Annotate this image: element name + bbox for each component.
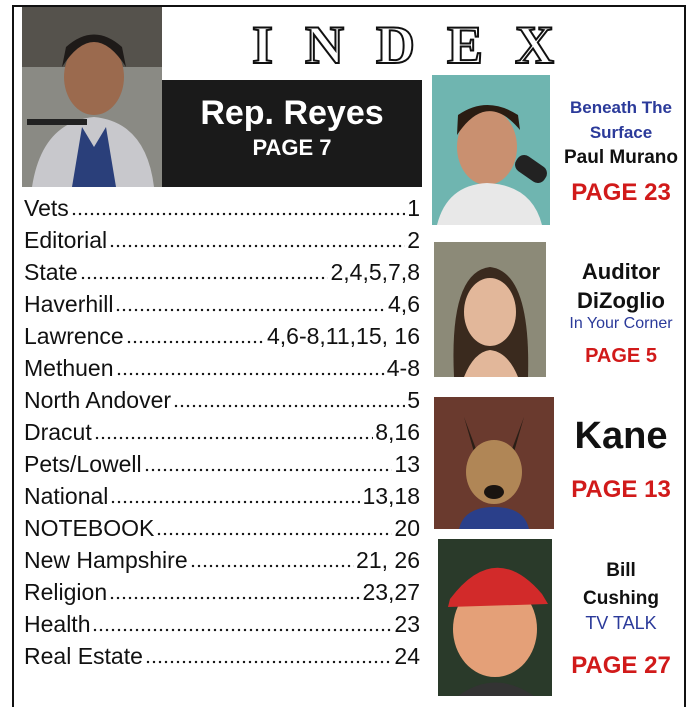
section-pages: 2 — [407, 227, 420, 254]
section-pages: 23 — [394, 611, 420, 638]
section-name: National — [24, 483, 108, 510]
sidebar-page: PAGE 13 — [554, 476, 688, 504]
index-row: Editorial 2 — [24, 227, 420, 259]
page: INDEX Rep. Reyes PAGE 7 Vets 1 Editorial 2 S… — [0, 0, 696, 705]
section-name: North Andover — [24, 387, 171, 414]
sidebar-kicker: In Your Corner — [554, 315, 688, 333]
section-name: State — [24, 259, 78, 286]
section-pages: 13 — [394, 451, 420, 478]
section-name: Pets/Lowell — [24, 451, 142, 478]
photo-dizoglio — [434, 242, 546, 377]
dot-leader — [109, 244, 405, 248]
sidebar-name: Kane — [554, 415, 688, 458]
section-pages: 20 — [394, 515, 420, 542]
section-pages: 4,6 — [388, 291, 420, 318]
section-pages: 8,16 — [375, 419, 420, 446]
index-row: National 13,18 — [24, 483, 420, 515]
sidebar-page: PAGE 27 — [554, 652, 688, 680]
dot-leader — [144, 468, 393, 472]
dot-leader — [92, 628, 392, 632]
sidebar-caption: Beneath The Surface Paul Murano PAGE 23 — [554, 95, 688, 207]
dot-leader — [190, 564, 354, 568]
sidebar-name: Bill Cushing — [554, 557, 688, 613]
dot-leader — [145, 660, 393, 664]
index-row: State 2,4,5,7,8 — [24, 259, 420, 291]
index-row: Vets 1 — [24, 195, 420, 227]
section-name: New Hampshire — [24, 547, 188, 574]
index-row: North Andover 5 — [24, 387, 420, 419]
index-row: Lawrence 4,6-8,11,15, 16 — [24, 323, 420, 355]
section-name: Real Estate — [24, 643, 143, 670]
index-row: Pets/Lowell 13 — [24, 451, 420, 483]
dot-leader — [126, 340, 265, 344]
section-pages: 13,18 — [362, 483, 420, 510]
photo-kane — [434, 397, 554, 529]
section-name: Dracut — [24, 419, 92, 446]
sidebar-caption: Kane PAGE 13 — [554, 415, 688, 504]
dot-leader — [94, 436, 373, 440]
section-pages: 23,27 — [362, 579, 420, 606]
index-row: New Hampshire 21, 26 — [24, 547, 420, 579]
index-row: NOTEBOOK 20 — [24, 515, 420, 547]
index-row: Religion 23,27 — [24, 579, 420, 611]
sidebar-name: Paul Murano — [554, 145, 688, 171]
section-pages: 4-8 — [387, 355, 420, 382]
section-pages: 1 — [407, 195, 420, 222]
sidebar-kicker: TV TALK — [554, 613, 688, 634]
section-pages: 5 — [407, 387, 420, 414]
dot-leader — [109, 596, 360, 600]
dot-leader — [156, 532, 392, 536]
section-name: Vets — [24, 195, 69, 222]
sidebar-page: PAGE 5 — [554, 345, 688, 368]
index-list: Vets 1 Editorial 2 State 2,4,5,7,8 Haverhill 4,… — [24, 195, 420, 675]
section-name: NOTEBOOK — [24, 515, 154, 542]
sidebar-caption: Bill Cushing TV TALK PAGE 27 — [554, 557, 688, 680]
sidebar-name: Auditor DiZoglio — [554, 257, 688, 315]
photo-murano — [432, 75, 550, 225]
section-name: Religion — [24, 579, 107, 606]
index-row: Haverhill 4,6 — [24, 291, 420, 323]
index-row: Real Estate 24 — [24, 643, 420, 675]
section-name: Editorial — [24, 227, 107, 254]
dot-leader — [80, 276, 329, 280]
feature-box: Rep. Reyes PAGE 7 — [162, 80, 422, 187]
section-pages: 21, 26 — [356, 547, 420, 574]
index-row: Health 23 — [24, 611, 420, 643]
dot-leader — [115, 308, 386, 312]
section-pages: 24 — [394, 643, 420, 670]
photo-cushing — [438, 539, 552, 696]
photo-reyes — [22, 7, 162, 187]
dot-leader — [173, 404, 405, 408]
section-pages: 2,4,5,7,8 — [330, 259, 420, 286]
dot-leader — [110, 500, 360, 504]
section-name: Methuen — [24, 355, 114, 382]
dot-leader — [116, 372, 385, 376]
sidebar-page: PAGE 23 — [554, 179, 688, 207]
feature-page: PAGE 7 — [162, 135, 422, 161]
feature-name: Rep. Reyes — [162, 94, 422, 133]
index-box: INDEX Rep. Reyes PAGE 7 Vets 1 Editorial 2 S… — [12, 5, 686, 707]
section-name: Lawrence — [24, 323, 124, 350]
index-row: Methuen 4-8 — [24, 355, 420, 387]
section-name: Health — [24, 611, 90, 638]
section-name: Haverhill — [24, 291, 113, 318]
sidebar-kicker: Beneath The Surface — [554, 95, 688, 145]
section-pages: 4,6-8,11,15, 16 — [267, 323, 420, 350]
index-row: Dracut 8,16 — [24, 419, 420, 451]
dot-leader — [71, 212, 405, 216]
index-title: INDEX — [214, 15, 624, 75]
sidebar-caption: Auditor DiZoglio In Your Corner PAGE 5 — [554, 257, 688, 368]
